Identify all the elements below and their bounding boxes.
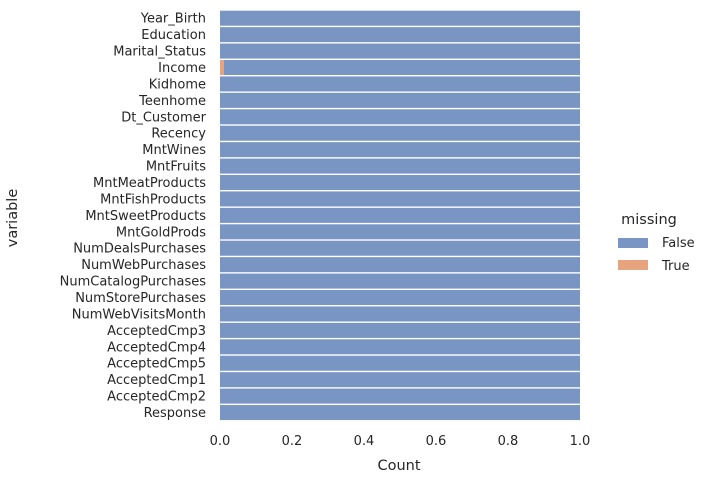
legend-title: missing — [621, 212, 677, 228]
y-tick-label: Kidhome — [149, 77, 206, 92]
y-tick-label: NumCatalogPurchases — [60, 275, 207, 290]
bar-false-NumDealsPurchases — [220, 240, 580, 256]
y-tick-label: AcceptedCmp5 — [107, 357, 206, 372]
y-tick-label: AcceptedCmp1 — [107, 373, 206, 388]
y-tick-label: MntSweetProducts — [85, 209, 206, 224]
bar-false-NumWebVisitsMonth — [220, 306, 580, 322]
bar-false-NumWebPurchases — [220, 257, 580, 273]
y-tick-label: Marital_Status — [113, 45, 206, 60]
y-tick-label: NumDealsPurchases — [73, 242, 206, 257]
bar-false-AcceptedCmp1 — [220, 372, 580, 388]
y-tick-label: MntGoldProds — [116, 225, 206, 240]
x-tick-label: 0.4 — [354, 434, 375, 449]
legend-label-true: True — [661, 259, 690, 274]
x-tick-labels: 0.0 0.2 0.4 0.6 0.8 1.0 — [210, 434, 591, 449]
legend: missing False True — [618, 212, 695, 274]
y-tick-label: Response — [144, 406, 206, 421]
y-tick-label: NumStorePurchases — [75, 291, 206, 306]
y-tick-label: Year_Birth — [140, 12, 206, 27]
bar-false-Teenhome — [220, 92, 580, 108]
bar-false-AcceptedCmp3 — [220, 322, 580, 338]
bar-false-MntFruits — [220, 158, 580, 174]
bar-false-AcceptedCmp5 — [220, 355, 580, 371]
y-axis-title: variable — [5, 189, 21, 248]
legend-swatch-false — [618, 238, 648, 248]
y-tick-label: Recency — [151, 127, 206, 142]
y-tick-label: Dt_Customer — [121, 110, 206, 125]
bar-false-NumCatalogPurchases — [220, 273, 580, 289]
x-tick-label: 0.6 — [426, 434, 447, 449]
x-tick-label: 1.0 — [570, 434, 591, 449]
bar-false-Income — [223, 59, 580, 76]
y-tick-label: MntFruits — [146, 160, 206, 175]
bar-false-MntWines — [220, 142, 580, 158]
bar-true-Income — [220, 59, 224, 76]
bar-false-MntFishProducts — [220, 191, 580, 207]
x-axis-title: Count — [377, 458, 420, 474]
bar-false-Year_Birth — [220, 10, 580, 26]
y-tick-label: MntFishProducts — [100, 192, 206, 207]
y-tick-label: NumWebVisitsMonth — [72, 307, 206, 322]
bar-false-Kidhome — [220, 76, 580, 92]
bar-false-MntGoldProds — [220, 224, 580, 240]
y-tick-label: AcceptedCmp2 — [107, 390, 206, 405]
x-tick-label: 0.0 — [210, 434, 231, 449]
bars-group — [220, 10, 580, 421]
x-tick-label: 0.8 — [498, 434, 519, 449]
bar-false-Education — [220, 27, 580, 43]
legend-label-false: False — [662, 236, 695, 251]
y-tick-label: AcceptedCmp3 — [107, 324, 206, 339]
y-tick-label: NumWebPurchases — [81, 258, 206, 273]
y-tick-label: Teenhome — [138, 94, 206, 109]
y-tick-label: Education — [141, 28, 206, 43]
bar-false-Dt_Customer — [220, 109, 580, 125]
bar-false-Recency — [220, 125, 580, 141]
bar-false-AcceptedCmp4 — [220, 339, 580, 355]
bar-false-NumStorePurchases — [220, 290, 580, 306]
x-tick-label: 0.2 — [282, 434, 303, 449]
legend-swatch-true — [618, 260, 648, 270]
bar-false-Marital_Status — [220, 43, 580, 59]
bar-false-MntMeatProducts — [220, 175, 580, 191]
y-tick-label: MntWines — [142, 143, 206, 158]
bar-false-MntSweetProducts — [220, 207, 580, 223]
y-tick-label: AcceptedCmp4 — [107, 340, 206, 355]
bar-false-Response — [220, 405, 580, 421]
bar-false-AcceptedCmp2 — [220, 388, 580, 404]
y-tick-label: Income — [158, 61, 206, 76]
y-tick-label: MntMeatProducts — [93, 176, 206, 191]
